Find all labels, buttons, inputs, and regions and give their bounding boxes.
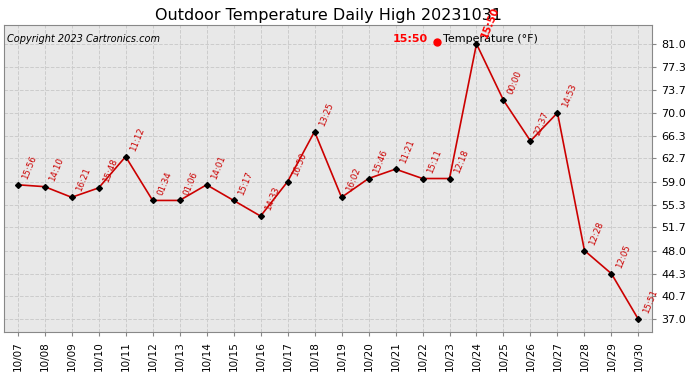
Text: 15:48: 15:48 bbox=[101, 158, 119, 184]
Text: 15:11: 15:11 bbox=[425, 148, 443, 174]
Title: Outdoor Temperature Daily High 20231031: Outdoor Temperature Daily High 20231031 bbox=[155, 8, 502, 22]
Text: 14:53: 14:53 bbox=[560, 82, 578, 109]
Text: 16:02: 16:02 bbox=[344, 167, 362, 193]
Text: 15:56: 15:56 bbox=[21, 154, 38, 181]
Text: 11:12: 11:12 bbox=[128, 126, 146, 153]
Text: 15:51: 15:51 bbox=[641, 289, 659, 315]
Text: 14:33: 14:33 bbox=[264, 186, 281, 212]
Text: 22:37: 22:37 bbox=[533, 110, 551, 137]
Text: 00:00: 00:00 bbox=[506, 70, 524, 96]
Text: Temperature (°F): Temperature (°F) bbox=[444, 34, 538, 44]
Text: 15:50: 15:50 bbox=[480, 5, 501, 40]
Text: 12:05: 12:05 bbox=[614, 243, 632, 270]
Text: 16:21: 16:21 bbox=[75, 167, 92, 193]
Text: 12:28: 12:28 bbox=[587, 220, 605, 246]
Text: 14:10: 14:10 bbox=[48, 156, 65, 183]
Text: 01:34: 01:34 bbox=[155, 170, 173, 196]
Text: 15:46: 15:46 bbox=[371, 148, 389, 174]
Text: Copyright 2023 Cartronics.com: Copyright 2023 Cartronics.com bbox=[8, 34, 160, 44]
Text: 15:17: 15:17 bbox=[237, 170, 254, 196]
Text: 14:01: 14:01 bbox=[209, 154, 227, 181]
Text: 15:50: 15:50 bbox=[393, 34, 428, 44]
Text: 01:06: 01:06 bbox=[182, 170, 200, 196]
Text: 12:18: 12:18 bbox=[452, 148, 470, 174]
Text: 11:21: 11:21 bbox=[398, 138, 416, 165]
Text: 13:25: 13:25 bbox=[317, 101, 335, 128]
Text: 16:50: 16:50 bbox=[290, 151, 308, 177]
